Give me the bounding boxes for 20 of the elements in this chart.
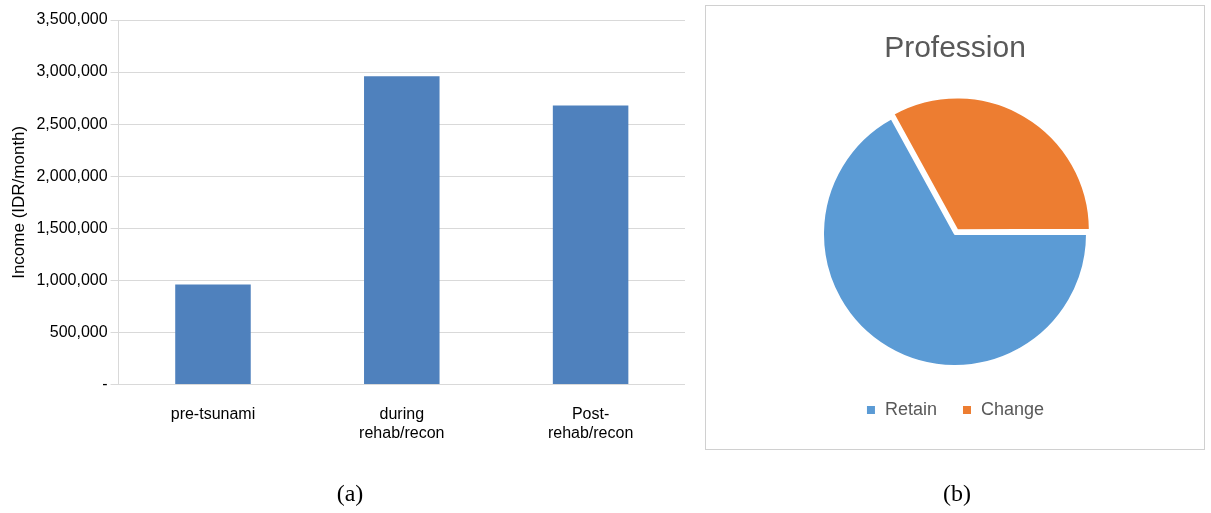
text: (a) (335, 480, 365, 507)
y-tick-label: 3,000,000 (36, 62, 108, 80)
y-tick-label: - (102, 375, 108, 393)
y-tick-label: 2,000,000 (36, 166, 108, 184)
x-tick-label: Post-rehab/recon (547, 404, 634, 441)
x-tick-label: during rehab/recon (359, 404, 445, 441)
bar (552, 105, 629, 385)
legend-label: Change (980, 398, 1045, 419)
text: (b) (942, 480, 972, 507)
y-axis-title: Income (IDR/month) (8, 125, 28, 279)
x-tick-label: pre-tsunami (170, 404, 256, 422)
y-tick-label: 2,500,000 (36, 114, 108, 132)
y-tick-label: 3,500,000 (36, 10, 108, 28)
chart-title: Profession (884, 30, 1026, 64)
y-tick-label: 500,000 (49, 322, 108, 340)
bar (175, 284, 251, 385)
legend-label: Retain (884, 398, 937, 419)
y-tick-label: 1,000,000 (36, 270, 108, 288)
bar (364, 76, 440, 385)
y-tick-label: 1,500,000 (36, 218, 108, 236)
